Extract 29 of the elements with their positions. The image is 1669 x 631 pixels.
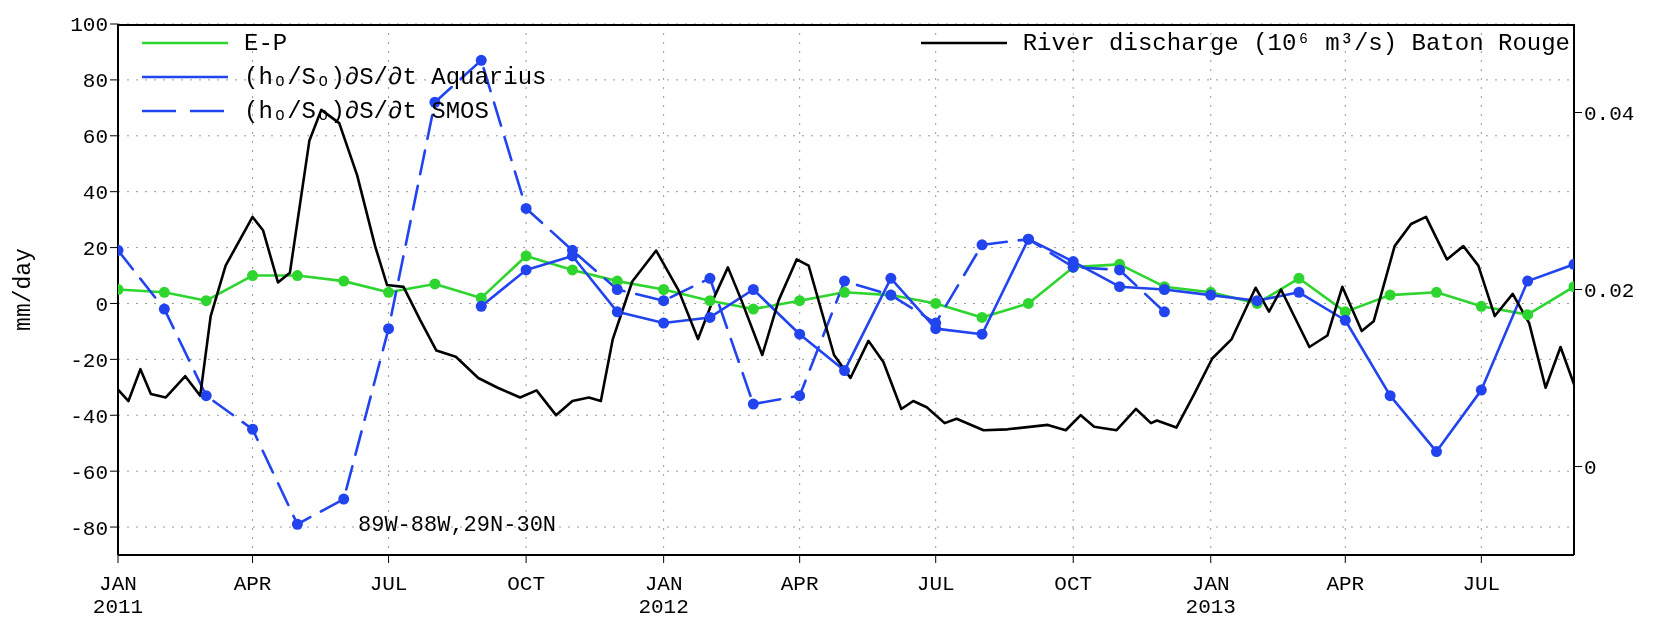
- y2-tick-label: 0.02: [1584, 279, 1635, 303]
- x-tick-label: JUL: [1462, 572, 1501, 596]
- x-tick-label: JUL: [369, 572, 408, 596]
- legend-label: E-P: [244, 29, 288, 57]
- y-tick-label: 80: [82, 70, 108, 94]
- x-tick-label: JAN 2011: [92, 572, 144, 619]
- y-tick-label: 20: [82, 238, 108, 262]
- x-tick-label: JAN 2012: [638, 572, 689, 619]
- annotation: 89W-88W,29N-30N: [358, 513, 557, 538]
- y-tick-label: 100: [70, 14, 108, 38]
- y-tick-label: 0: [95, 293, 108, 317]
- y2-tick-label: 0.04: [1584, 102, 1635, 126]
- x-tick-label: JUL: [916, 572, 955, 596]
- x-tick-label: APR: [1326, 572, 1365, 596]
- x-tick-label: OCT: [507, 572, 545, 596]
- legend-label: River discharge (10⁶ m³/s) Baton Rouge: [1022, 29, 1570, 57]
- legend-label: (hₒ/Sₒ)∂S/∂t SMOS: [244, 97, 489, 125]
- x-tick-label: APR: [233, 572, 272, 596]
- y-tick-label: -40: [70, 405, 108, 429]
- x-tick-label: JAN 2013: [1185, 572, 1236, 619]
- y-tick-label: -60: [70, 461, 108, 485]
- y-axis-title: mm/day: [11, 247, 38, 331]
- y-tick-label: -80: [70, 517, 108, 541]
- y-tick-label: 60: [82, 126, 108, 150]
- y-tick-label: 40: [82, 182, 108, 206]
- y-tick-label: -20: [70, 349, 108, 373]
- x-tick-label: OCT: [1054, 572, 1093, 596]
- y2-tick-label: 0: [1584, 456, 1597, 480]
- x-tick-label: APR: [780, 572, 819, 596]
